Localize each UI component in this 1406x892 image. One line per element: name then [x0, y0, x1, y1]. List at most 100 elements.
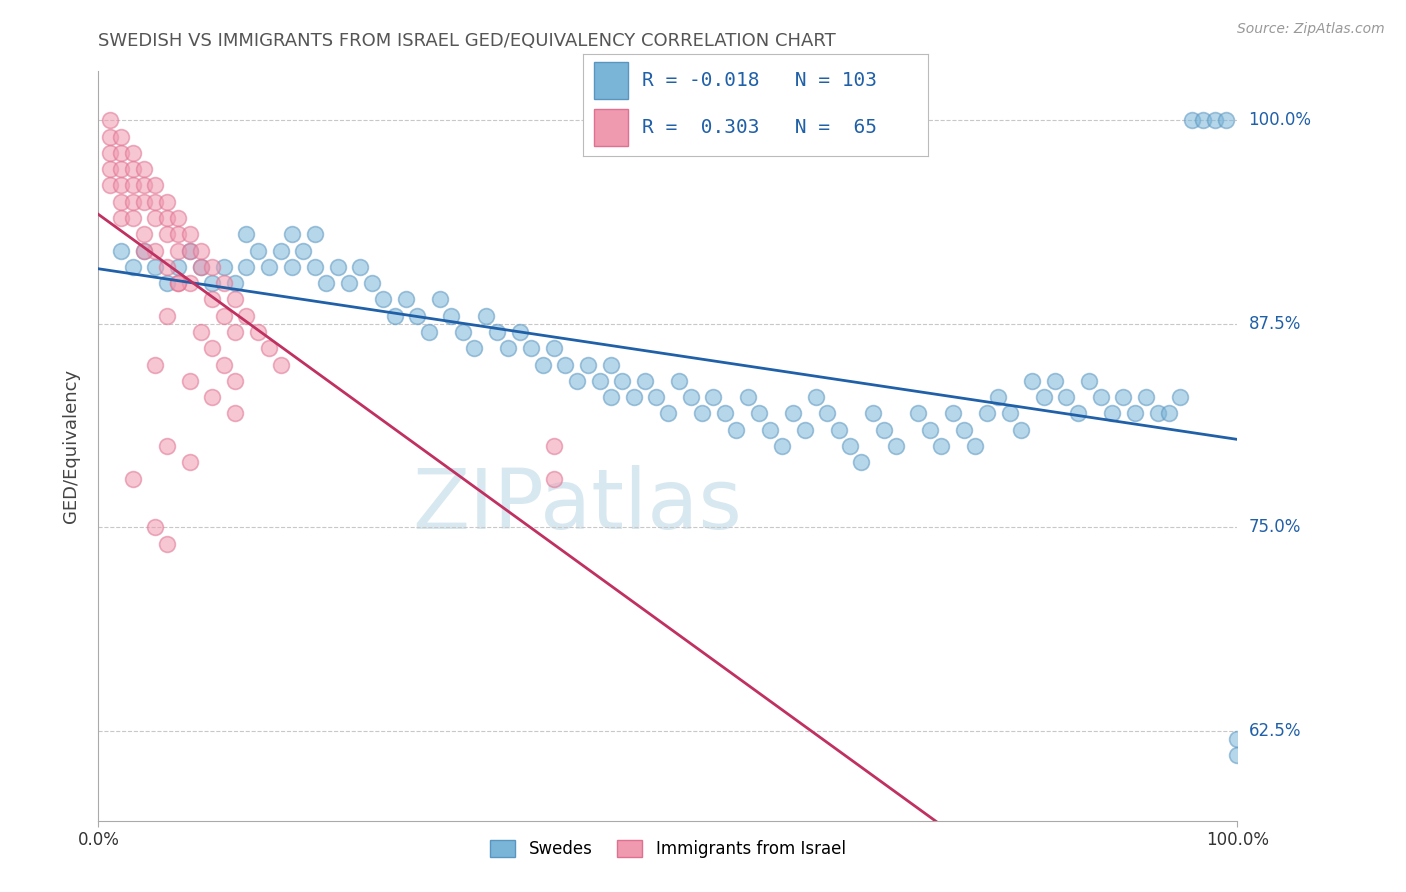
Text: ZIPatlas: ZIPatlas [412, 466, 742, 547]
Point [121, 260, 143, 274]
Point [1010, 423, 1032, 437]
Point [110, 129, 132, 144]
Point [440, 309, 463, 323]
Point [110, 145, 132, 160]
Point [190, 260, 212, 274]
Point [121, 145, 143, 160]
Point [132, 194, 155, 209]
Point [873, 423, 896, 437]
Point [1123, 406, 1146, 420]
Point [156, 439, 179, 453]
Point [201, 293, 224, 307]
Point [179, 374, 201, 388]
Point [179, 276, 201, 290]
Point [645, 390, 668, 404]
Text: R =  0.303   N =  65: R = 0.303 N = 65 [643, 118, 877, 136]
Point [942, 406, 965, 420]
Point [167, 276, 190, 290]
Point [281, 227, 304, 242]
Text: 100.0%: 100.0% [1249, 112, 1312, 129]
Point [554, 358, 576, 372]
Point [224, 406, 246, 420]
Point [714, 406, 737, 420]
Point [132, 244, 155, 258]
Point [1032, 390, 1054, 404]
Point [1101, 406, 1123, 420]
Point [976, 406, 998, 420]
Point [543, 472, 565, 486]
Point [725, 423, 748, 437]
Point [145, 358, 167, 372]
Point [498, 341, 520, 355]
Point [851, 455, 873, 469]
Point [132, 227, 155, 242]
Point [156, 194, 179, 209]
Point [132, 162, 155, 177]
Text: 87.5%: 87.5% [1249, 315, 1301, 333]
Point [1204, 113, 1226, 128]
Point [179, 244, 201, 258]
Point [1157, 406, 1180, 420]
Point [179, 244, 201, 258]
Point [201, 341, 224, 355]
Point [190, 260, 212, 274]
Point [98, 129, 121, 144]
Point [201, 276, 224, 290]
Point [98, 178, 121, 193]
Point [121, 178, 143, 193]
Point [884, 439, 907, 453]
Point [224, 374, 246, 388]
Point [371, 293, 394, 307]
Point [623, 390, 645, 404]
Point [349, 260, 371, 274]
Point [929, 439, 952, 453]
Point [520, 341, 543, 355]
Point [463, 341, 485, 355]
Point [110, 162, 132, 177]
Point [98, 145, 121, 160]
Point [145, 244, 167, 258]
Text: SWEDISH VS IMMIGRANTS FROM ISRAEL GED/EQUIVALENCY CORRELATION CHART: SWEDISH VS IMMIGRANTS FROM ISRAEL GED/EQ… [98, 32, 837, 50]
Point [246, 325, 269, 339]
Point [1056, 390, 1078, 404]
Point [235, 260, 257, 274]
Point [259, 341, 281, 355]
Point [190, 325, 212, 339]
Point [770, 439, 793, 453]
Point [862, 406, 884, 420]
Point [121, 194, 143, 209]
Point [98, 113, 121, 128]
Point [828, 423, 851, 437]
Point [1090, 390, 1112, 404]
Point [167, 276, 190, 290]
Point [179, 455, 201, 469]
Point [156, 227, 179, 242]
Point [679, 390, 702, 404]
Point [179, 227, 201, 242]
FancyBboxPatch shape [593, 109, 628, 145]
Point [167, 211, 190, 225]
Point [145, 520, 167, 534]
Point [987, 390, 1010, 404]
Point [1021, 374, 1043, 388]
Point [281, 260, 304, 274]
Point [759, 423, 782, 437]
Point [235, 227, 257, 242]
Point [793, 423, 815, 437]
Point [1135, 390, 1157, 404]
Point [270, 244, 292, 258]
Point [110, 178, 132, 193]
Point [1226, 748, 1249, 763]
Point [132, 244, 155, 258]
Point [292, 244, 315, 258]
Point [839, 439, 862, 453]
Point [748, 406, 770, 420]
Point [1112, 390, 1135, 404]
Point [156, 276, 179, 290]
Point [600, 390, 623, 404]
Point [690, 406, 713, 420]
Point [395, 293, 418, 307]
Point [212, 309, 235, 323]
Point [110, 211, 132, 225]
Point [1215, 113, 1237, 128]
